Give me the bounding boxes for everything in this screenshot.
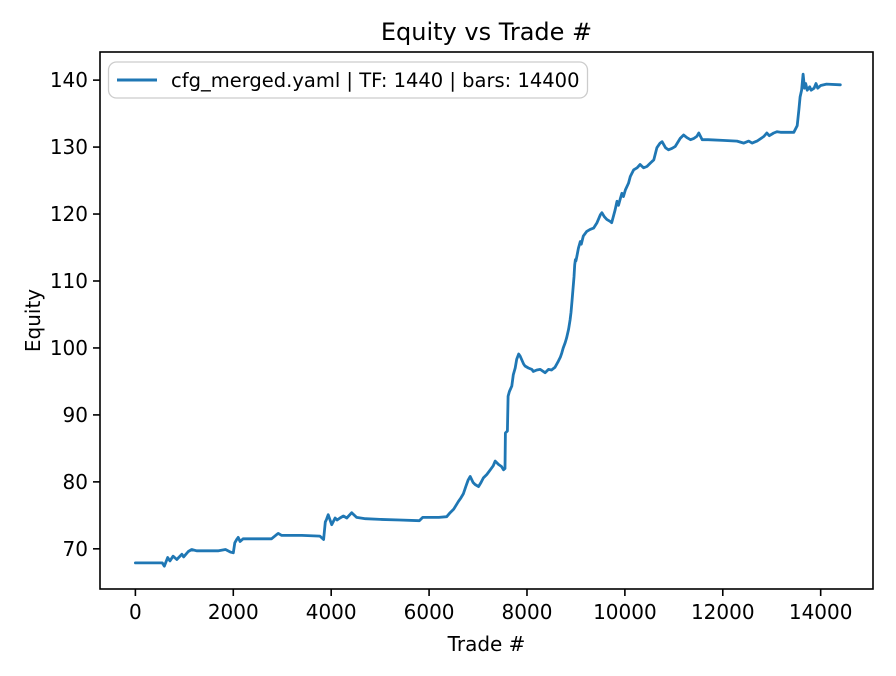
y-tick-label: 70: [63, 537, 88, 561]
x-tick-label: 0: [129, 600, 142, 624]
y-axis-label: Equity: [21, 289, 45, 352]
x-tick-label: 8000: [502, 600, 553, 624]
y-tick-label: 80: [63, 470, 88, 494]
y-tick-label: 130: [50, 135, 88, 159]
y-tick-label: 120: [50, 202, 88, 226]
x-tick-label: 12000: [691, 600, 755, 624]
chart-title: Equity vs Trade #: [381, 18, 592, 46]
x-tick-label: 10000: [593, 600, 657, 624]
x-tick-label: 6000: [404, 600, 455, 624]
x-tick-label: 4000: [306, 600, 357, 624]
x-axis-label: Trade #: [447, 632, 526, 656]
legend-label: cfg_merged.yaml | TF: 1440 | bars: 14400: [171, 69, 579, 92]
x-axis-ticks: 0 2000 4000 6000 8000 10000 12000 14000: [129, 589, 852, 624]
x-tick-label: 2000: [208, 600, 259, 624]
plot-frame: [99, 51, 874, 590]
legend-box: [107, 61, 589, 99]
equity-curve-line: [133, 72, 842, 568]
y-tick-label: 100: [50, 336, 88, 360]
y-tick-label: 140: [50, 68, 88, 92]
y-tick-label: 110: [50, 269, 88, 293]
y-tick-label: 90: [63, 403, 88, 427]
legend: cfg_merged.yaml | TF: 1440 | bars: 14400: [107, 61, 589, 99]
y-axis-ticks: 70 80 90 100 110 120 130 140: [50, 68, 100, 561]
x-tick-label: 14000: [789, 600, 853, 624]
